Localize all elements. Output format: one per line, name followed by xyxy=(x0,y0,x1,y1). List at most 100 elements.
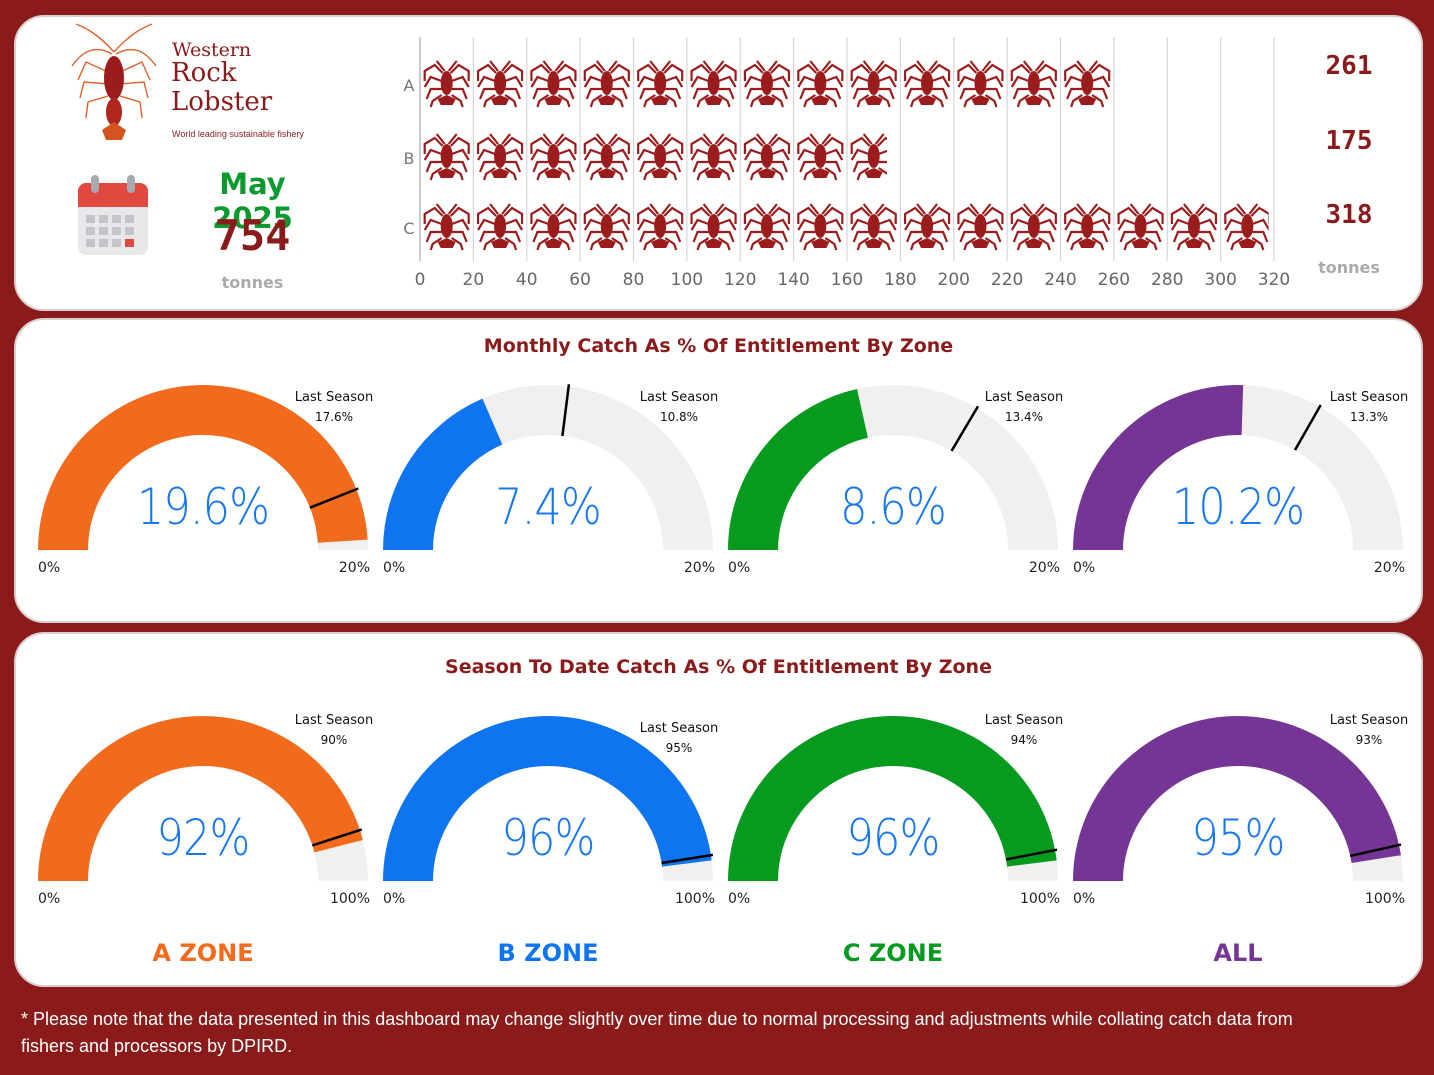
gauge-value: 96% xyxy=(846,809,940,867)
lobster-icon xyxy=(423,203,470,251)
lobster-icon xyxy=(850,203,897,251)
gauge-max-label: 100% xyxy=(1364,891,1405,907)
gauge-fill xyxy=(38,716,363,881)
report-month: May 2025 xyxy=(212,167,293,235)
gauge-fill xyxy=(728,388,868,550)
bar-b xyxy=(423,133,888,181)
bar-value-c: 318 xyxy=(1325,200,1373,230)
gauge-max-label: 100% xyxy=(1019,891,1060,907)
gauge-min-label: 0% xyxy=(728,560,751,576)
lobster-icon xyxy=(903,203,951,251)
lobster-icon xyxy=(797,203,844,251)
gauge-max-label: 100% xyxy=(329,891,370,907)
lobster-icon xyxy=(957,203,1004,251)
last-season-value: 13.3% xyxy=(1349,410,1389,424)
gauge: 96% 0% 100% Last Season 94% xyxy=(728,651,1068,921)
last-season-label: Last Season xyxy=(294,390,374,405)
last-season-value: 94% xyxy=(1010,733,1038,747)
gauge: 8.6% 0% 20% Last Season 13.4% xyxy=(728,320,1068,590)
x-tick-label: 300 xyxy=(1204,270,1236,290)
gauge-target-marker xyxy=(309,487,359,509)
lobster-icon xyxy=(1010,203,1057,251)
x-tick-label: 140 xyxy=(777,270,809,290)
lobster-icon xyxy=(690,133,737,181)
lobster-icon xyxy=(690,203,737,251)
lobster-icon xyxy=(850,133,888,181)
gauge-value: 10.2% xyxy=(1171,478,1305,536)
lobster-icon xyxy=(797,133,844,181)
last-season-label: Last Season xyxy=(984,713,1064,728)
calendar-icon xyxy=(78,175,148,255)
brand-tagline: World leading sustainable fishery xyxy=(172,129,304,139)
lobster-icon xyxy=(530,203,577,251)
x-tick-label: 160 xyxy=(831,270,863,290)
last-season-label: Last Season xyxy=(1329,713,1409,728)
lobster-icon xyxy=(476,60,524,108)
gauge-fill xyxy=(1073,385,1244,550)
gauge: 92% 0% 100% Last Season 90% xyxy=(38,651,378,921)
total-unit: tonnes xyxy=(221,273,284,292)
gauge-target-marker xyxy=(661,853,714,865)
x-tick-label: 320 xyxy=(1258,270,1290,290)
lobster-icon xyxy=(476,133,524,181)
gauge-target-marker xyxy=(1349,843,1402,858)
gauge-value: 8.6% xyxy=(840,478,947,536)
lobster-icon xyxy=(797,60,844,108)
gauge-min-label: 0% xyxy=(38,891,61,907)
zone-label-c: C ZONE xyxy=(842,939,944,967)
gauge-target-marker xyxy=(1293,404,1322,451)
last-season-label: Last Season xyxy=(639,390,719,405)
gauge-max-label: 20% xyxy=(1028,560,1060,576)
gauge: 19.6% 0% 20% Last Season 17.6% xyxy=(38,320,378,590)
gauge-min-label: 0% xyxy=(383,891,406,907)
monthly-title: Monthly Catch As % Of Entitlement By Zon… xyxy=(483,335,954,357)
gauge-min-label: 0% xyxy=(383,560,406,576)
lobster-logo-icon xyxy=(71,23,157,140)
brand-lobster: Lobster xyxy=(171,87,273,117)
brand-rock: Rock xyxy=(171,58,237,88)
x-tick-label: 20 xyxy=(463,270,485,290)
lobster-icon xyxy=(1117,203,1164,251)
lobster-icon xyxy=(637,203,684,251)
zone-catch-bar-chart: 0 20 40 60 80 100 120 140 160 180 200 220 240 260 280 3… xyxy=(403,37,1290,290)
lobster-icon xyxy=(423,133,470,181)
lobster-icon xyxy=(1010,60,1057,108)
gauge-max-label: 20% xyxy=(338,560,370,576)
last-season-value: 93% xyxy=(1355,733,1383,747)
brand-western: Western xyxy=(172,39,252,61)
last-season-value: 13.4% xyxy=(1004,410,1044,424)
lobster-icon xyxy=(583,60,630,108)
gauge-fill xyxy=(38,385,368,550)
gauge-fill xyxy=(728,716,1057,881)
bar-value-a: 261 xyxy=(1325,51,1373,81)
lobster-icon xyxy=(957,60,1004,108)
x-tick-label: 0 xyxy=(415,270,426,290)
x-tick-label: 80 xyxy=(623,270,645,290)
lobster-icon xyxy=(743,203,791,251)
y-category-label: B xyxy=(404,149,415,168)
lobster-icon xyxy=(530,133,577,181)
gauge-target-marker xyxy=(950,405,980,452)
bar-unit: tonnes xyxy=(1318,258,1380,277)
zone-label-all: ALL xyxy=(1213,939,1263,967)
lobster-icon xyxy=(1119,61,1163,107)
gauge-target-marker xyxy=(561,384,571,437)
gauge-min-label: 0% xyxy=(1073,891,1096,907)
lobster-icon xyxy=(743,133,791,181)
lobster-icon xyxy=(1064,203,1111,251)
gauge-target-marker xyxy=(1005,848,1058,861)
x-tick-label: 100 xyxy=(671,270,703,290)
x-tick-label: 40 xyxy=(516,270,538,290)
lobster-icon xyxy=(850,60,897,108)
lobster-icon xyxy=(530,60,577,108)
x-tick-label: 60 xyxy=(569,270,591,290)
gauge-fill xyxy=(383,398,503,550)
zone-label-b: B ZONE xyxy=(497,939,599,967)
monthly-gauges-card: Monthly Catch As % Of Entitlement By Zon… xyxy=(14,318,1423,623)
last-season-label: Last Season xyxy=(639,721,719,736)
bar-a xyxy=(423,60,1163,108)
gauge: 96% 0% 100% Last Season 95% xyxy=(383,651,723,921)
gauge-max-label: 100% xyxy=(674,891,715,907)
gauge-value: 95% xyxy=(1191,809,1285,867)
summary-card: Western Rock Lobster World leading susta… xyxy=(14,15,1423,311)
